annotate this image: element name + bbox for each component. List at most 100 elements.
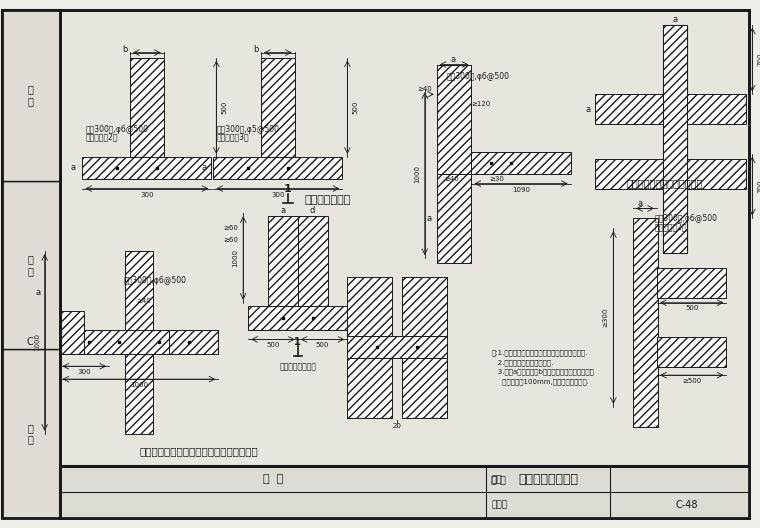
Bar — [169, 331, 218, 354]
Bar — [437, 174, 471, 263]
Bar — [687, 95, 746, 124]
Text: 高地300处,φ6@500: 高地300处,φ6@500 — [447, 72, 510, 81]
Bar — [248, 306, 347, 329]
Text: a: a — [451, 55, 456, 64]
Bar — [2, 181, 59, 350]
Text: 500: 500 — [685, 305, 698, 310]
Text: 图  名: 图 名 — [263, 474, 283, 484]
Text: 1  -  1: 1 - 1 — [376, 466, 407, 476]
Bar — [59, 310, 84, 354]
Text: 图集号: 图集号 — [491, 501, 508, 510]
Bar — [596, 159, 663, 188]
Text: 且不宜少于2根: 且不宜少于2根 — [655, 223, 688, 232]
Text: ≥60: ≥60 — [223, 225, 238, 231]
Text: 500: 500 — [221, 100, 227, 114]
Bar — [2, 10, 59, 518]
Text: 300: 300 — [78, 369, 91, 375]
Text: 非承重墙连接构造: 非承重墙连接构造 — [519, 473, 579, 486]
Text: ≥40: ≥40 — [137, 298, 151, 304]
Bar — [125, 251, 153, 331]
Text: 高地300处,φ6@500: 高地300处,φ6@500 — [655, 214, 718, 223]
Bar — [130, 58, 163, 157]
Bar — [596, 95, 663, 124]
Text: 图 名: 图 名 — [491, 474, 506, 484]
Text: b: b — [254, 45, 259, 54]
Text: a: a — [71, 163, 75, 172]
Text: 500: 500 — [266, 342, 280, 348]
Text: 且不宜少于2根: 且不宜少于2根 — [85, 133, 118, 142]
Text: ≥300: ≥300 — [603, 308, 609, 327]
Text: 图  名: 图 名 — [263, 474, 283, 484]
Text: C-48: C-48 — [676, 500, 698, 510]
Text: 300: 300 — [140, 192, 154, 197]
Text: a: a — [35, 288, 40, 297]
Bar — [2, 350, 59, 518]
Text: ≥500: ≥500 — [682, 378, 701, 384]
Text: 20: 20 — [393, 423, 401, 429]
Text: ≥120: ≥120 — [472, 101, 491, 107]
Text: 填充墙节点构造: 填充墙节点构造 — [304, 195, 350, 205]
Text: ≥60: ≥60 — [223, 237, 238, 243]
Text: d: d — [310, 206, 315, 215]
Bar — [2, 10, 59, 181]
Text: ≥40: ≥40 — [417, 86, 432, 92]
Text: 上宽度每隔100mm,应墙设拉接筋一根.: 上宽度每隔100mm,应墙设拉接筋一根. — [491, 379, 589, 385]
Text: 高地300处,φ6@500: 高地300处,φ6@500 — [124, 276, 187, 285]
Bar — [298, 216, 328, 306]
Bar — [82, 157, 211, 178]
Text: 注:1.图中斜线表示为加强宜用轻质细铁丝多孔砖.: 注:1.图中斜线表示为加强宜用轻质细铁丝多孔砖. — [491, 349, 587, 356]
Text: 按
标: 按 标 — [28, 254, 33, 276]
Text: a: a — [638, 199, 643, 208]
Text: a: a — [585, 105, 591, 114]
Bar — [268, 216, 298, 306]
Bar — [261, 58, 295, 157]
Text: 1: 1 — [294, 337, 301, 347]
Bar — [347, 359, 392, 418]
Text: 且不宜少于3根: 且不宜少于3根 — [217, 133, 249, 142]
Text: ≥40: ≥40 — [444, 176, 459, 182]
Text: 图 名: 图 名 — [491, 474, 506, 484]
Bar — [347, 277, 392, 336]
Text: b: b — [122, 45, 128, 54]
Bar — [687, 159, 746, 188]
Bar — [633, 219, 658, 427]
Text: a: a — [201, 163, 207, 172]
Text: 1090: 1090 — [512, 186, 530, 193]
Bar — [663, 25, 687, 253]
Text: 2.填充墙不应作为承重结构.: 2.填充墙不应作为承重结构. — [491, 359, 553, 365]
Text: 矩
图: 矩 图 — [28, 423, 33, 445]
Text: 1000: 1000 — [233, 249, 238, 267]
Text: 700: 700 — [757, 53, 760, 67]
Text: 1000: 1000 — [130, 382, 148, 388]
Text: C: C — [27, 337, 33, 347]
Bar — [657, 337, 727, 367]
Text: 1: 1 — [284, 184, 292, 194]
Text: C-48: C-48 — [676, 500, 698, 510]
Text: 页次: 页次 — [491, 475, 502, 484]
Bar — [347, 336, 447, 359]
Text: 填充墙与素混凝土及钢筋混凝土墙连接构造: 填充墙与素混凝土及钢筋混凝土墙连接构造 — [139, 447, 258, 457]
Bar — [437, 64, 471, 174]
Text: 页次: 页次 — [491, 475, 502, 484]
Bar — [59, 10, 749, 466]
Text: 500: 500 — [353, 100, 358, 114]
Text: 700: 700 — [757, 180, 760, 193]
Text: a: a — [426, 214, 432, 223]
Text: 500: 500 — [316, 342, 329, 348]
Bar — [59, 466, 749, 518]
Bar — [59, 331, 218, 354]
Bar — [2, 10, 59, 518]
Text: （先砌墙后浇注）: （先砌墙后浇注） — [279, 363, 316, 372]
Text: 本
版: 本 版 — [28, 84, 33, 106]
Text: 1000: 1000 — [33, 333, 40, 352]
Text: a: a — [280, 206, 286, 215]
Text: 图集号: 图集号 — [491, 501, 508, 510]
Bar — [214, 157, 343, 178]
Text: 1000: 1000 — [414, 165, 420, 183]
Text: 3.图中a为一砖墙，b为半砖墙，通常每个水平面: 3.图中a为一砖墙，b为半砖墙，通常每个水平面 — [491, 369, 594, 375]
Text: 300: 300 — [271, 192, 285, 197]
Text: a: a — [673, 15, 677, 24]
Text: 钢筋混凝土墙与砖墙连接构造: 钢筋混凝土墙与砖墙连接构造 — [627, 178, 703, 188]
Text: 非承重墙连接构造: 非承重墙连接构造 — [519, 473, 579, 486]
Bar — [402, 359, 447, 418]
